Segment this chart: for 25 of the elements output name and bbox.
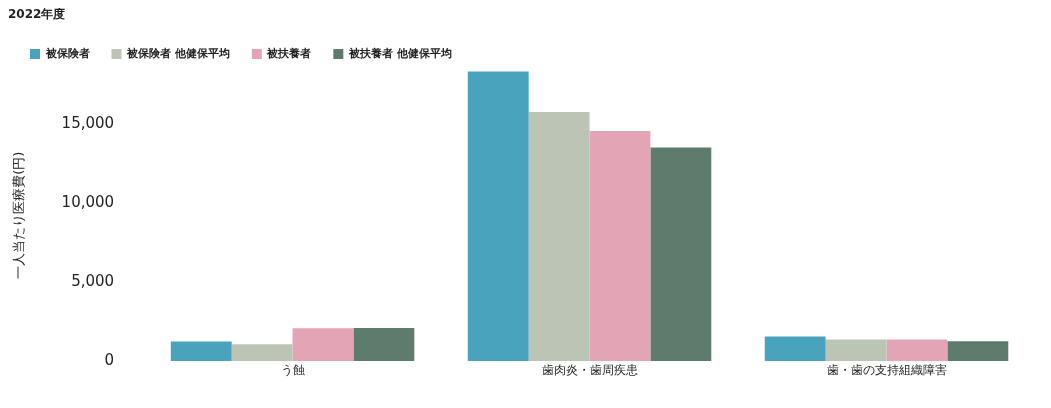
y-axis-title: 一人当たり医療費(円) (11, 151, 27, 279)
y-tick-label: 5,000 (71, 272, 115, 291)
bar (292, 328, 354, 361)
bar (764, 336, 826, 361)
text: 2022年度 (8, 7, 66, 22)
bar (650, 147, 712, 361)
legend-label: 被扶養者 他健保平均 (347, 46, 452, 60)
legend-label: 被扶養者 (266, 46, 312, 60)
bar (886, 339, 948, 361)
x-tick-label: 歯・歯の支持組織障害 (826, 363, 947, 378)
legend-label: 被保険者 他健保平均 (126, 46, 230, 60)
legend-label: 被保険者 (44, 46, 90, 60)
bar (825, 339, 887, 361)
y-tick-label: 15,000 (61, 114, 115, 133)
bar (170, 341, 232, 361)
bar (589, 131, 651, 361)
y-tick-label: 10,000 (61, 193, 115, 212)
bar (231, 344, 293, 361)
x-tick-label: 歯肉炎・歯周疾患 (541, 363, 638, 378)
bar (353, 328, 415, 361)
bar (947, 341, 1009, 361)
bar (528, 111, 590, 361)
bar (467, 71, 529, 361)
y-tick-label: 0 (104, 350, 115, 369)
x-tick-label: う蝕 (280, 363, 305, 378)
